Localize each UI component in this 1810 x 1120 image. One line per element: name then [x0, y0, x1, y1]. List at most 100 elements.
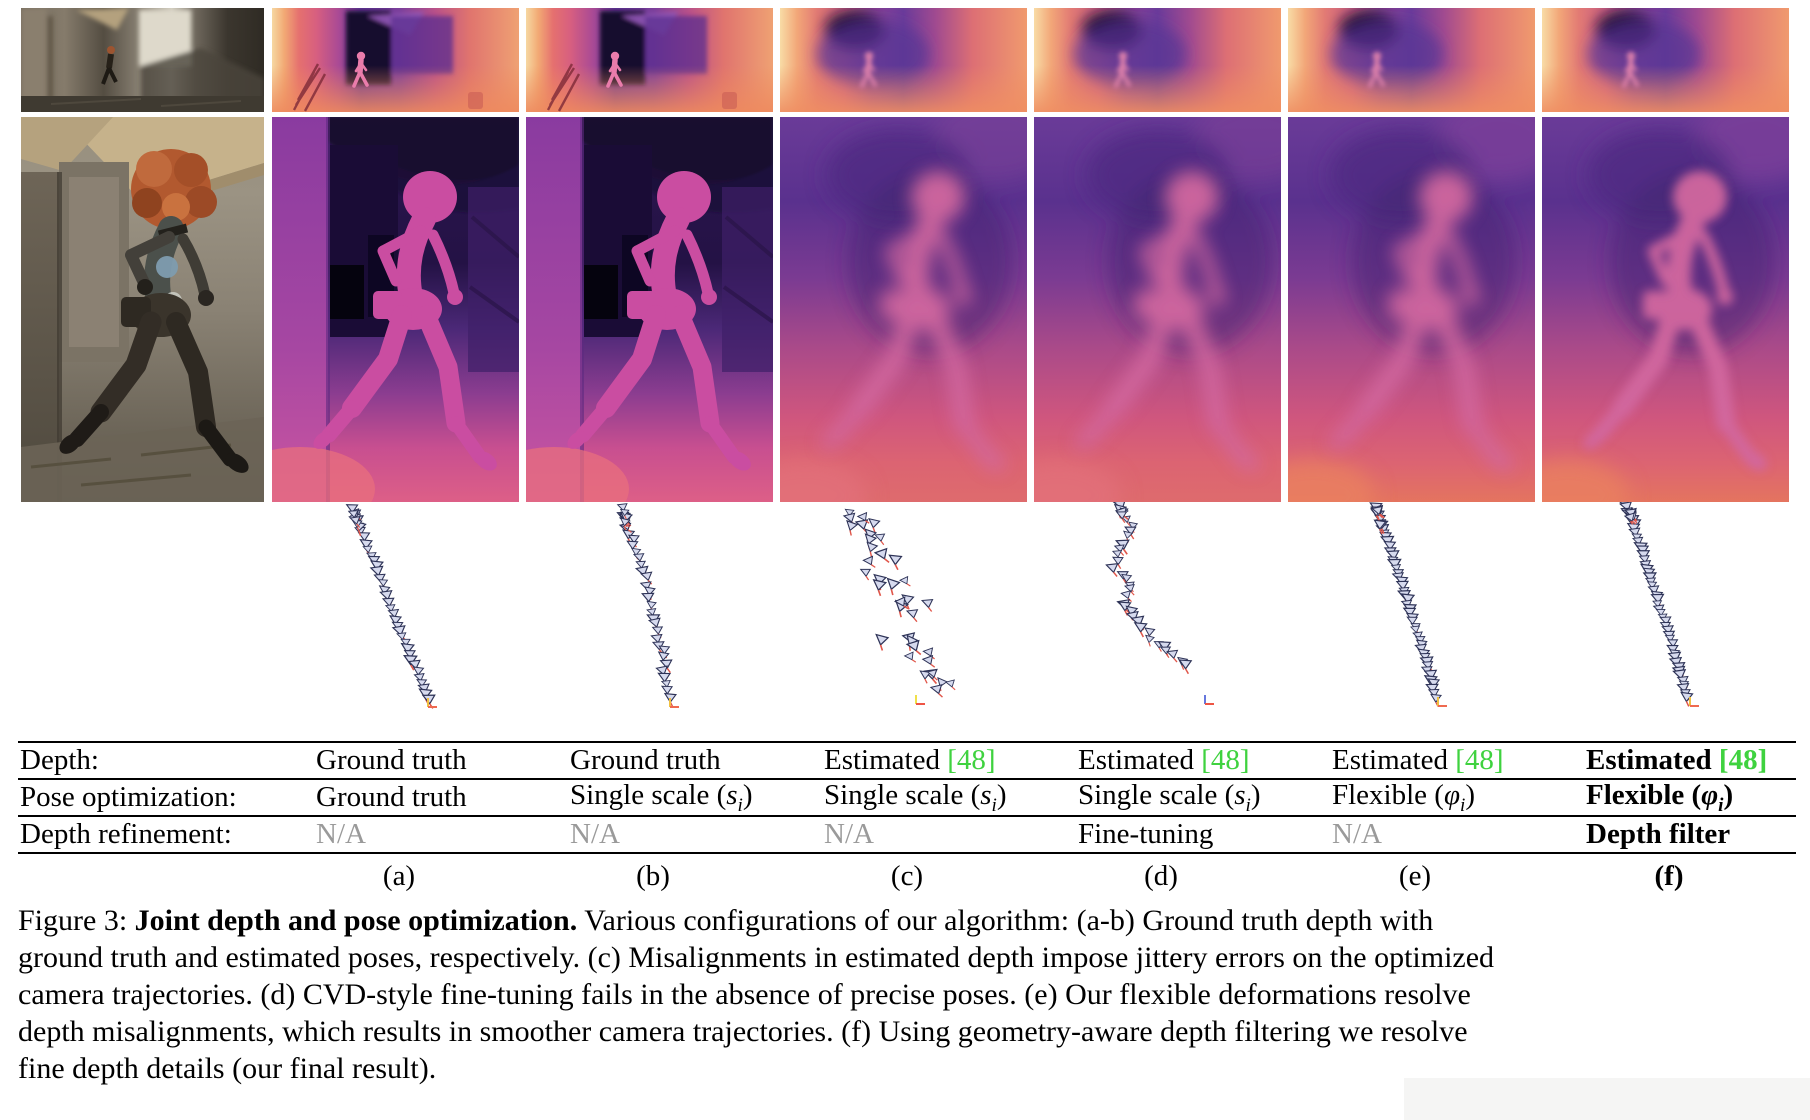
panel-rgb-input-row1: [21, 8, 264, 112]
cell-text: N/A: [316, 818, 366, 850]
caption-line-1: Figure 3: Joint depth and pose optimizat…: [18, 902, 1802, 939]
math-subscript: i: [1460, 794, 1466, 816]
row-label-depth: Depth:: [20, 744, 99, 776]
caption-line-4: depth misalignments, which results in sm…: [18, 1013, 1802, 1050]
math-symbol: φ: [1701, 778, 1719, 811]
cell-refinement-d: Fine-tuning: [1034, 820, 1288, 849]
cell-pose-e: Flexible (φi): [1332, 778, 1476, 816]
cell-refinement-e: N/A: [1288, 820, 1542, 849]
cell-text: Fine-tuning: [1078, 818, 1214, 850]
caption-line-5: fine depth details (our final result).: [18, 1050, 1802, 1087]
caption-line-2: ground truth and estimated poses, respec…: [18, 939, 1802, 976]
column-letter-d: (d): [1144, 859, 1178, 892]
cell-depth-e: Estimated [48]: [1288, 746, 1542, 775]
cell-depth-d: Estimated [48]: [1034, 746, 1288, 775]
cell-text: Estimated: [1586, 744, 1712, 776]
column-letters-row: (a) (b) (c) (d) (e) (f): [18, 854, 1796, 898]
panel-depth-row1-b: [526, 8, 773, 112]
citation-48: [48]: [1201, 744, 1250, 776]
cell-depth-a: Ground truth: [272, 746, 526, 775]
table-row-depth: Depth: Ground truth Ground truth Estimated …: [18, 743, 1796, 780]
panel-depth-row2-b: [526, 117, 773, 502]
cell-depth-f: Estimated [48]: [1542, 746, 1796, 775]
trajectory-c: [842, 508, 956, 705]
panel-depth-row2-c: [780, 117, 1027, 502]
panel-depth-row2-a: [272, 117, 519, 502]
cell-text: Single scale: [1078, 778, 1218, 811]
panel-depth-row1-e: [1288, 8, 1535, 112]
math-symbol: φ: [1443, 778, 1461, 811]
cell-text: N/A: [824, 818, 874, 850]
panel-depth-row1-f: [1542, 8, 1789, 112]
panel-depth-row1-c: [780, 8, 1027, 112]
table-row-pose: Pose optimization: Ground truth Single sca…: [18, 780, 1796, 817]
row-label-refinement: Depth refinement:: [20, 818, 232, 850]
trajectory-f: [1618, 502, 1699, 707]
cell-pose-b: Single scale (si): [570, 778, 753, 816]
cell-text: Ground truth: [316, 744, 467, 776]
citation-48: [48]: [1455, 744, 1504, 776]
bottom-right-overlay-artifact: [1404, 1078, 1810, 1120]
math-subscript: i: [991, 794, 997, 816]
panel-depth-row2-e: [1288, 117, 1535, 502]
trajectory-e: [1369, 502, 1447, 707]
caption-text: Various configurations of our algorithm:…: [577, 904, 1434, 937]
table-row-refinement: Depth refinement: N/A N/A N/A Fine-tuning N/A…: [18, 817, 1796, 854]
caption-text: fine depth details (our final result).: [18, 1052, 437, 1085]
citation-48: [48]: [1718, 744, 1768, 776]
math-symbol: s: [980, 778, 992, 811]
config-table: Depth: Ground truth Ground truth Estimated …: [18, 741, 1796, 898]
column-letter-f: (f): [1654, 859, 1684, 892]
caption-text: camera trajectories. (d) CVD-style fine-…: [18, 978, 1471, 1011]
column-letter-a: (a): [382, 859, 416, 892]
cell-text: Depth filter: [1586, 818, 1731, 850]
cell-pose-a: Ground truth: [272, 783, 526, 812]
citation-48: [48]: [947, 744, 996, 776]
math-symbol: s: [1234, 778, 1246, 811]
panel-depth-row2-d: [1034, 117, 1281, 502]
cell-pose-c: Single scale (si): [824, 778, 1007, 816]
panel-depth-row1-d: [1034, 8, 1281, 112]
math-symbol: s: [726, 778, 738, 811]
caption-bold-title: Joint depth and pose optimization.: [134, 904, 578, 937]
caption-text: depth misalignments, which results in sm…: [18, 1015, 1468, 1048]
cell-refinement-c: N/A: [780, 820, 1034, 849]
cell-text: Estimated: [824, 744, 940, 776]
cell-text: Flexible: [1332, 778, 1428, 811]
cell-refinement-a: N/A: [272, 820, 526, 849]
cell-depth-b: Ground truth: [526, 746, 780, 775]
figure-caption: Figure 3: Joint depth and pose optimizat…: [18, 902, 1802, 1087]
cell-text: Ground truth: [316, 781, 467, 813]
panel-depth-row2-f: [1542, 117, 1789, 502]
caption-text: Figure 3:: [18, 904, 135, 937]
cell-text: N/A: [570, 818, 620, 850]
cell-refinement-f: Depth filter: [1542, 820, 1796, 849]
camera-trajectory-row: [345, 502, 1699, 709]
caption-text: ground truth and estimated poses, respec…: [18, 941, 1495, 974]
caption-line-3: camera trajectories. (d) CVD-style fine-…: [18, 976, 1802, 1013]
cell-pose-f: Flexible (φi): [1586, 778, 1734, 816]
panel-depth-row1-a: [272, 8, 519, 112]
cell-text: N/A: [1332, 818, 1382, 850]
math-subscript: i: [1245, 794, 1251, 816]
cell-text: Ground truth: [570, 744, 721, 776]
panel-rgb-input-row2: [21, 117, 264, 502]
math-subscript: i: [737, 794, 743, 816]
column-letter-b: (b): [636, 859, 670, 892]
column-letter-c: (c): [890, 859, 924, 892]
trajectory-a: [345, 504, 437, 709]
cell-text: Estimated: [1332, 744, 1448, 776]
cell-text: Estimated: [1078, 744, 1194, 776]
cell-pose-d: Single scale (si): [1078, 778, 1261, 816]
cell-text: Single scale: [824, 778, 964, 811]
trajectory-b: [616, 503, 679, 708]
math-subscript: i: [1718, 794, 1724, 816]
cell-depth-c: Estimated [48]: [780, 746, 1034, 775]
cell-text: Flexible: [1586, 778, 1685, 811]
row-label-pose: Pose optimization:: [20, 781, 237, 813]
trajectory-d: [1105, 502, 1214, 705]
cell-refinement-b: N/A: [526, 820, 780, 849]
column-letter-e: (e): [1398, 859, 1432, 892]
cell-text: Single scale: [570, 778, 710, 811]
